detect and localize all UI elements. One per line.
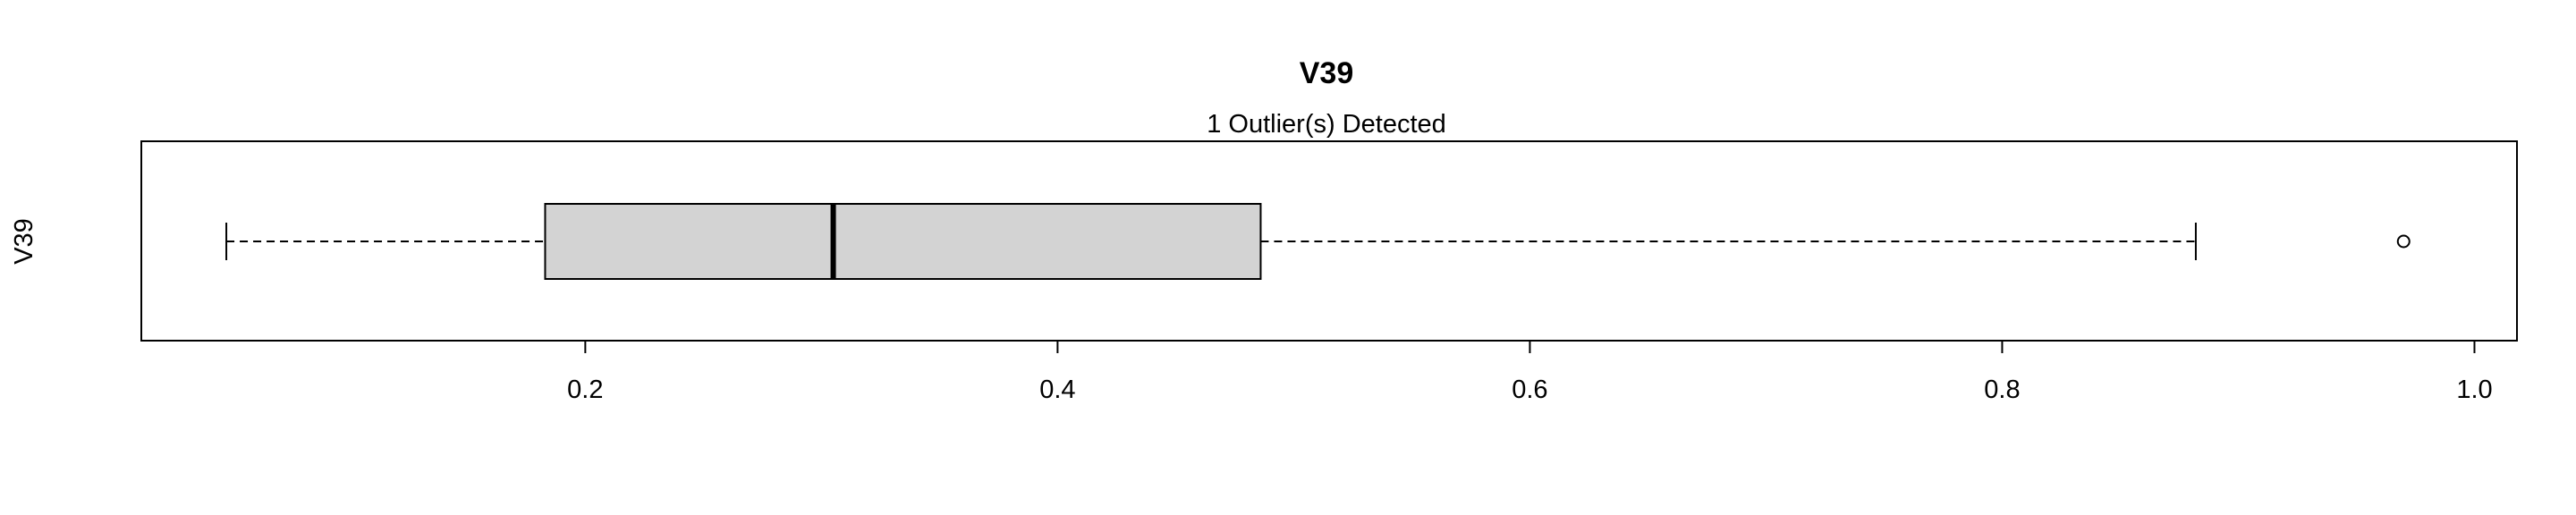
x-tick-label: 1.0: [2456, 376, 2492, 404]
x-tick-label: 0.2: [567, 376, 603, 404]
x-axis: 0.2 0.4 0.6 0.8 1.0: [567, 340, 2493, 404]
x-tick-label: 0.6: [1512, 376, 1547, 404]
chart-title: V39: [1300, 56, 1354, 90]
interquartile-box: [544, 203, 1262, 280]
y-axis-label: V39: [10, 218, 38, 265]
x-tick-label: 0.8: [1984, 376, 2020, 404]
chart-subtitle: 1 Outlier(s) Detected: [1207, 110, 1446, 139]
outlier-point: [2396, 234, 2411, 249]
box-series: [225, 203, 2411, 280]
x-tick-label: 0.4: [1039, 376, 1075, 404]
